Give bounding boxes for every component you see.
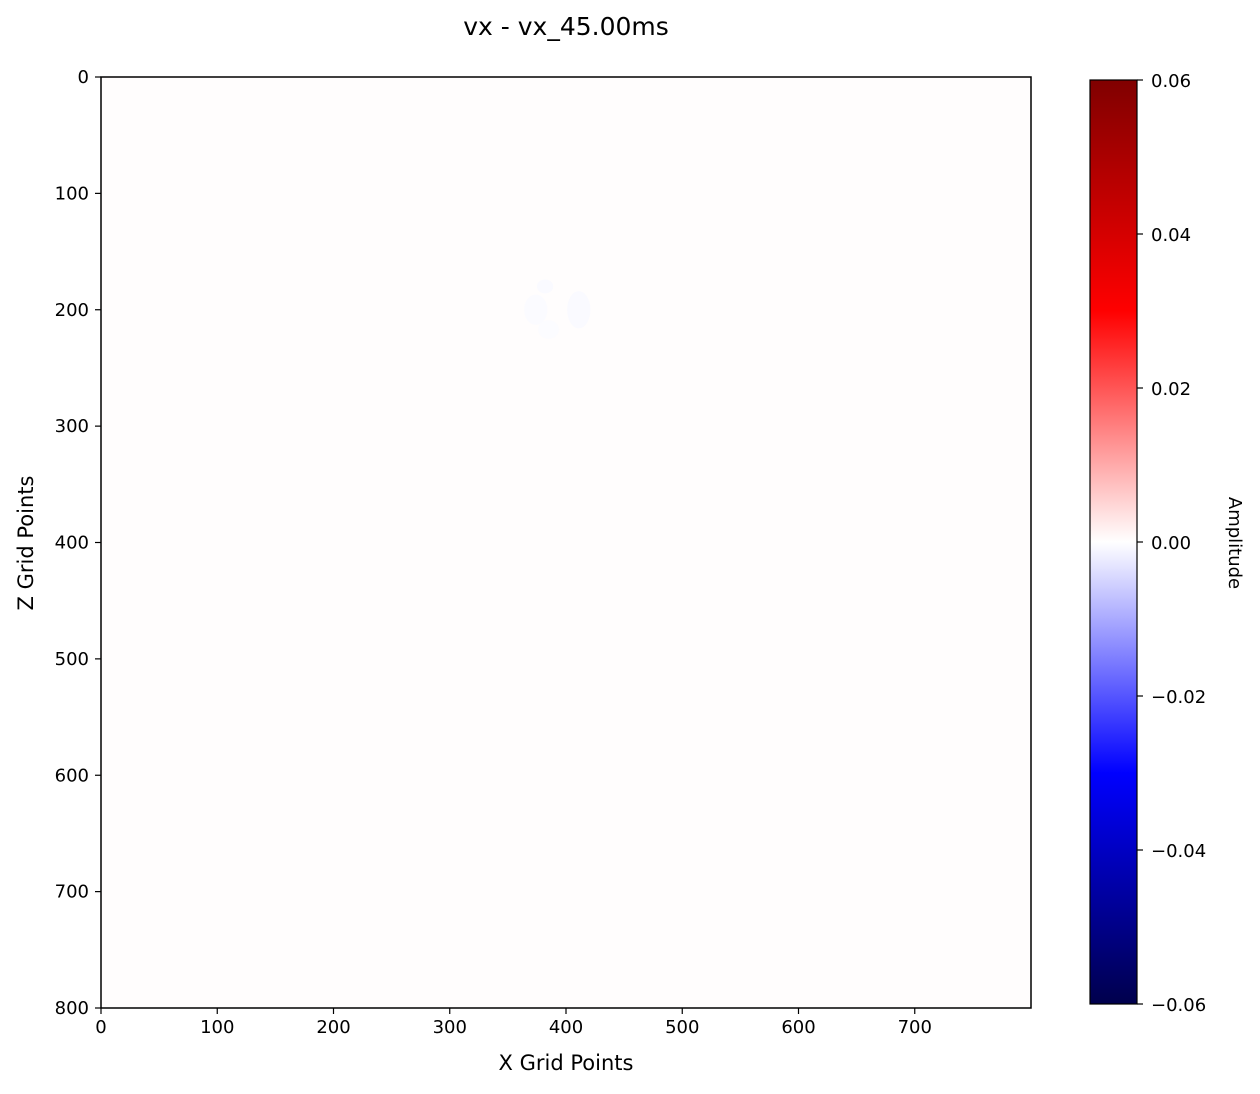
- y-tick-label: 700: [55, 882, 89, 903]
- colorbar-tick-label: −0.06: [1151, 995, 1206, 1016]
- y-tick-label: 500: [55, 649, 89, 670]
- heatmap-feature-3: [538, 320, 560, 339]
- y-axis-title: Z Grid Points: [14, 476, 38, 611]
- colorbar-tick-label: −0.02: [1151, 687, 1206, 708]
- heatmap-feature-0: [536, 279, 554, 294]
- heatmap-feature-1: [524, 294, 548, 325]
- heatmap-plot: [100, 76, 1032, 1009]
- heatmap-feature-2: [567, 291, 591, 329]
- colorbar-tick-label: 0.02: [1151, 379, 1191, 400]
- y-tick-label: 800: [55, 998, 89, 1019]
- x-tick-label: 700: [898, 1017, 932, 1038]
- x-axis-ticks: 0 100 200 300 400 500 600 700: [95, 1008, 932, 1038]
- colorbar-tick-label: 0.06: [1151, 71, 1191, 92]
- heatmap-field: [101, 77, 1031, 1008]
- y-tick-label: 100: [55, 183, 89, 204]
- y-tick-label: 0: [78, 67, 89, 88]
- x-tick-label: 400: [549, 1017, 583, 1038]
- colorbar-gradient: [1089, 79, 1138, 1005]
- colorbar-tick-label: 0.04: [1151, 225, 1191, 246]
- x-axis-title: X Grid Points: [499, 1051, 634, 1075]
- y-tick-label: 400: [55, 533, 89, 554]
- x-tick-label: 200: [316, 1017, 350, 1038]
- y-tick-label: 200: [55, 300, 89, 321]
- x-tick-label: 100: [200, 1017, 234, 1038]
- y-tick-label: 300: [55, 416, 89, 437]
- chart-title: vx - vx_45.00ms: [463, 12, 669, 41]
- colorbar-tick-label: −0.04: [1151, 841, 1206, 862]
- x-tick-label: 500: [665, 1017, 699, 1038]
- colorbar: 0.06 0.04 0.02 0.00 −0.02 −0.04 −0.06: [1089, 71, 1206, 1016]
- x-tick-label: 600: [781, 1017, 815, 1038]
- colorbar-label: Amplitude: [1224, 497, 1245, 589]
- x-tick-label: 300: [433, 1017, 467, 1038]
- x-tick-label: 0: [95, 1017, 106, 1038]
- y-tick-label: 600: [55, 765, 89, 786]
- colorbar-tick-label: 0.00: [1151, 533, 1191, 554]
- y-axis-ticks: 0 100 200 300 400 500 600 700 800: [55, 67, 101, 1019]
